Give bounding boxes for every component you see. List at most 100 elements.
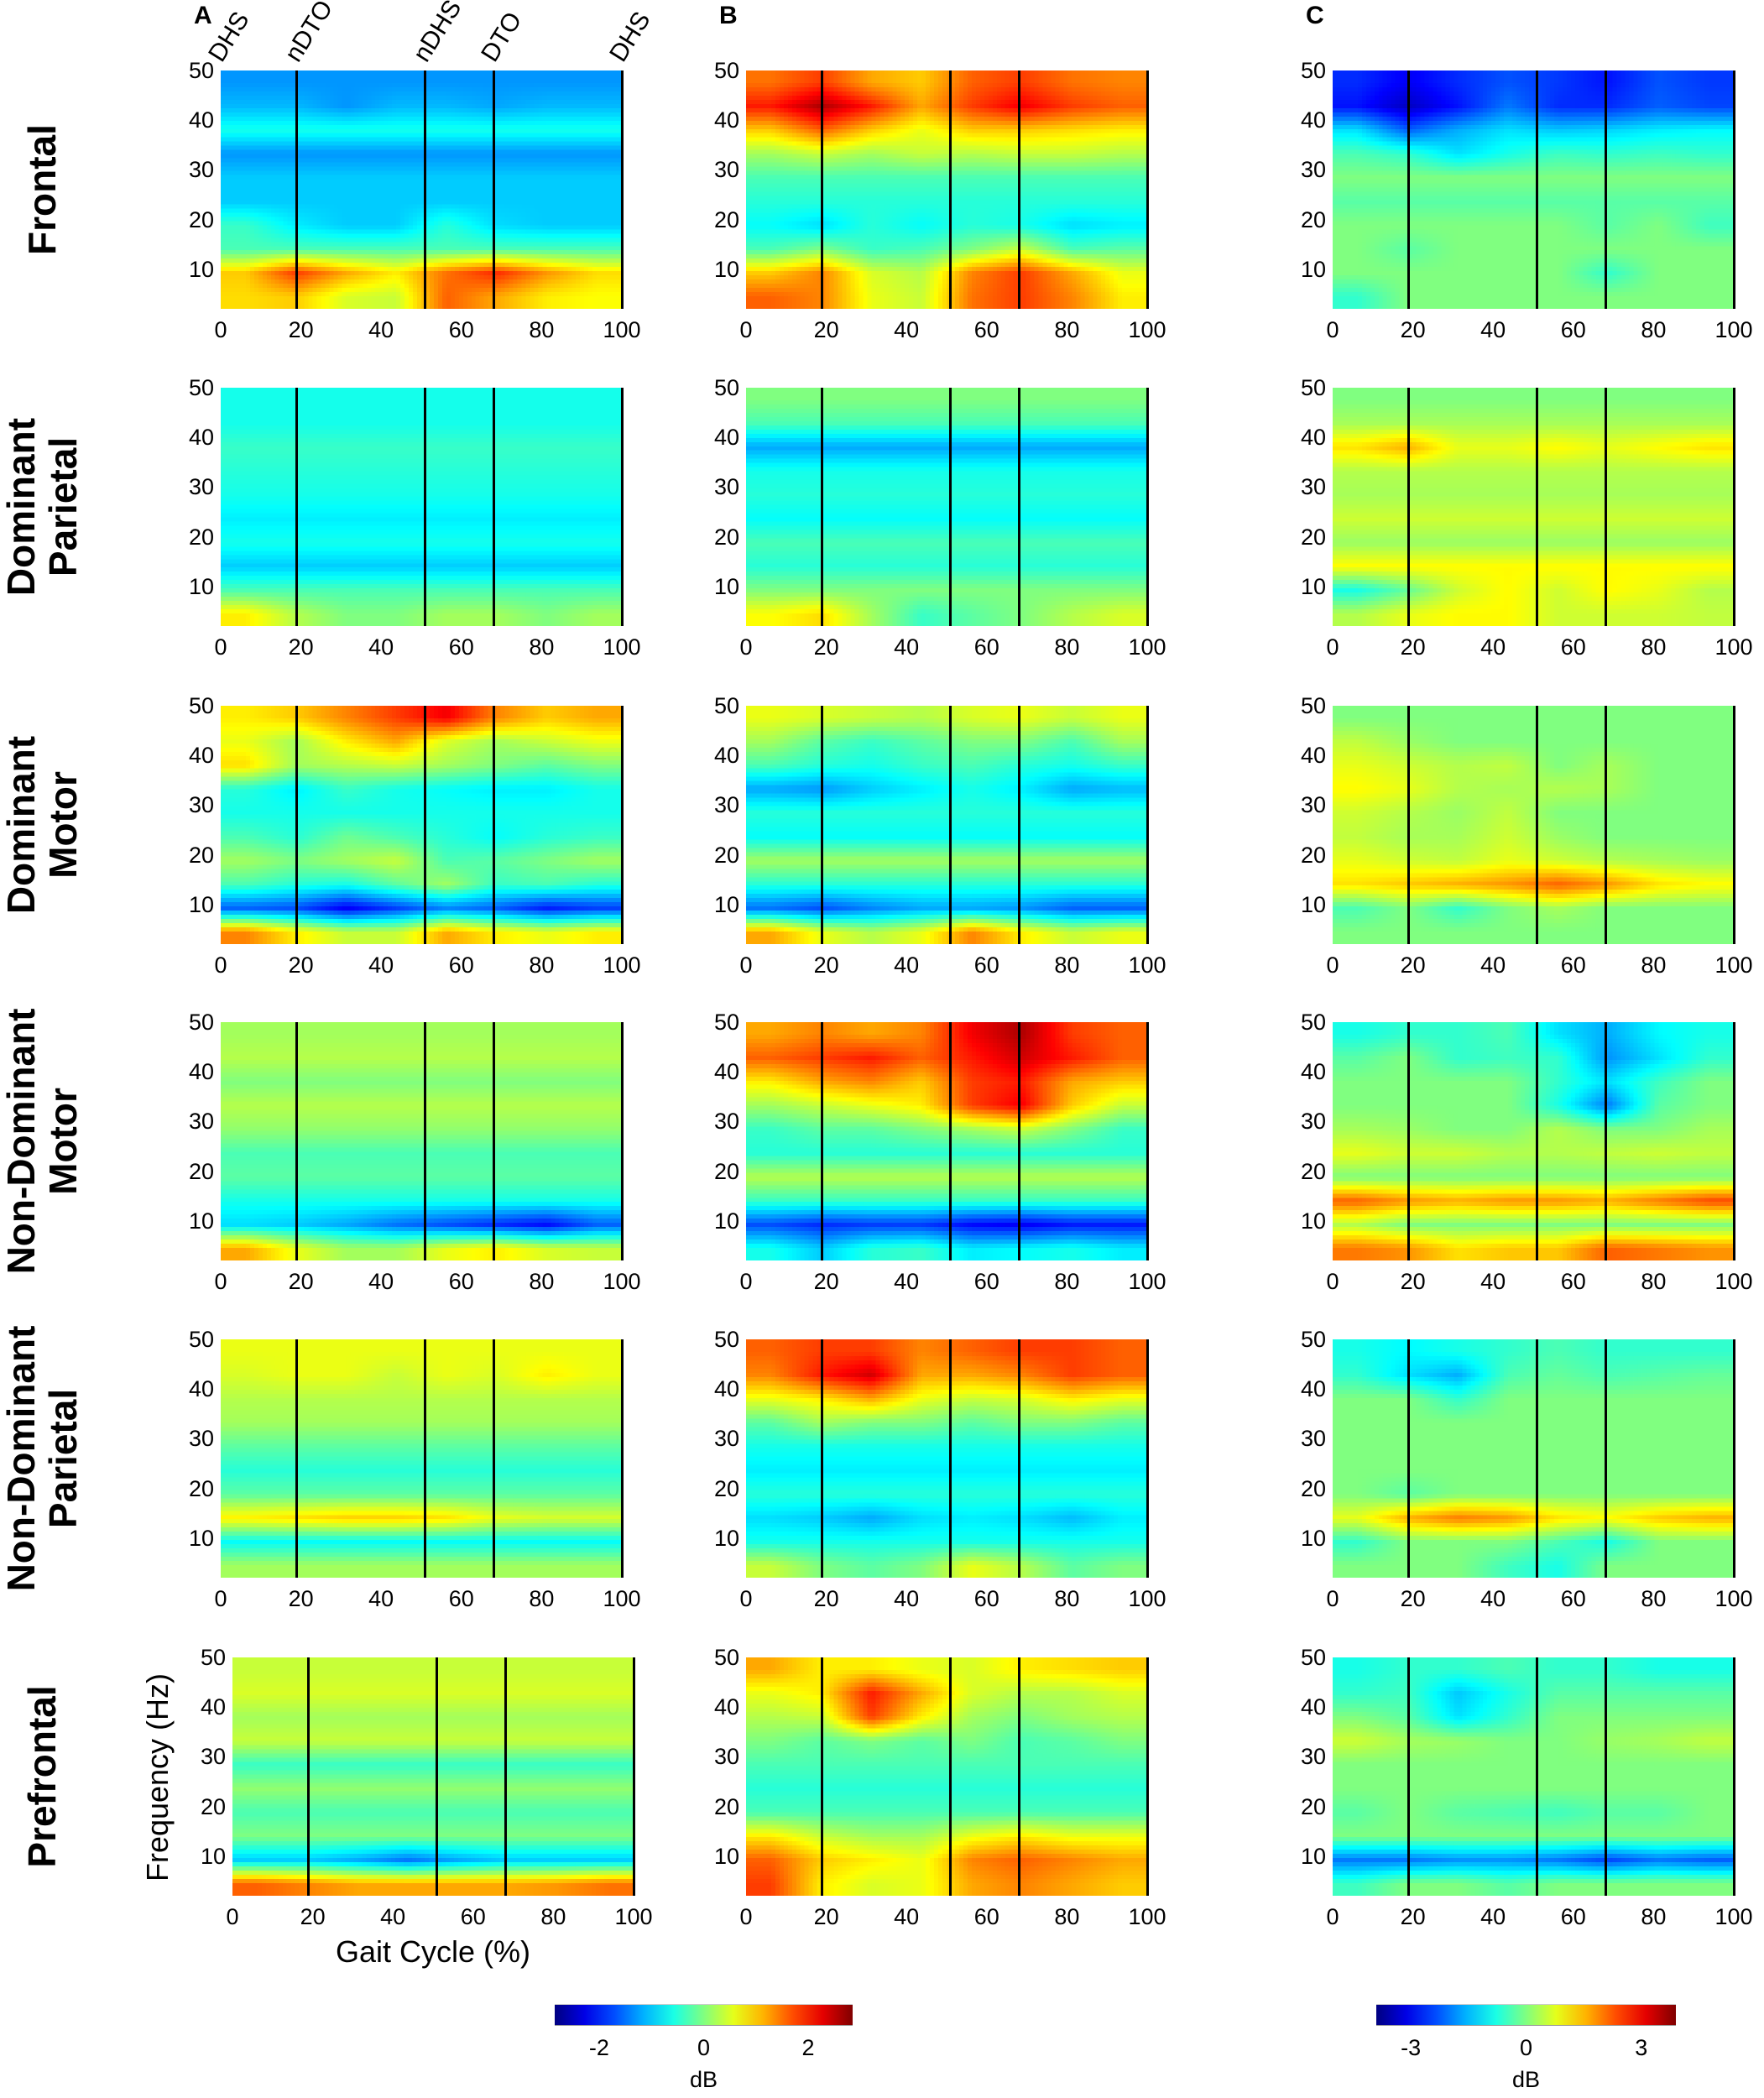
y-tick-label: 30 [713,157,739,183]
x-tick-label: 100 [1714,317,1753,342]
y-tick-label: 30 [713,792,739,818]
event-line [620,388,624,626]
x-tick-label: 100 [614,1904,653,1929]
x-tick-label: 20 [813,1904,839,1929]
x-tick-label: 20 [1400,1586,1426,1611]
y-tick-label: 30 [200,1744,226,1770]
row-label: Prefrontal [20,1600,64,1953]
y-tick-label: 50 [713,693,739,718]
event-label: DHS [604,7,656,67]
x-tick-label: 0 [214,952,227,978]
x-tick-label: 60 [973,317,999,342]
x-tick-label: 0 [1326,1904,1339,1929]
x-tick-label: 20 [288,317,314,342]
y-tick-label: 30 [188,792,214,818]
spectrogram-b-2 [746,388,1147,626]
x-tick-label: 40 [1480,634,1506,660]
x-tick-label: 20 [288,1586,314,1611]
y-tick-label: 10 [188,573,214,599]
x-tick-label: 20 [813,317,839,342]
event-line [1017,70,1020,309]
y-tick-label: 20 [713,206,739,232]
y-tick-label: 10 [1300,891,1326,917]
y-tick-label: 20 [1300,206,1326,232]
y-tick-label: 10 [713,1525,739,1551]
event-line [821,706,824,944]
y-tick-label: 10 [188,1525,214,1551]
event-line [821,1022,824,1260]
event-line [949,1339,952,1578]
x-tick-label: 80 [529,952,555,978]
x-tick-label: 80 [1054,634,1080,660]
x-tick-label: 80 [1641,1904,1667,1929]
x-tick-label: 80 [1054,1586,1080,1611]
row-label-line: Non-Dominant [0,1008,43,1275]
x-tick-label: 40 [894,1904,920,1929]
y-tick-label: 40 [713,1694,739,1720]
x-tick-label: 20 [1400,952,1426,978]
y-tick-label: 50 [200,1645,226,1670]
event-line [424,1022,427,1260]
y-tick-label: 30 [1300,792,1326,818]
x-tick-label: 40 [1480,1269,1506,1294]
spectrogram-b-5 [746,1339,1147,1578]
event-line [295,388,299,626]
x-tick-label: 60 [973,1586,999,1611]
y-tick-label: 50 [713,375,739,400]
colorbar-tick-label: 3 [1635,2035,1648,2060]
x-tick-label: 20 [1400,317,1426,342]
event-line [1604,70,1607,309]
y-tick-label: 10 [1300,1525,1326,1551]
x-tick-label: 40 [894,634,920,660]
y-tick-label: 20 [713,842,739,868]
event-line [424,70,427,309]
event-line [1604,1339,1607,1578]
x-tick-label: 40 [1480,1586,1506,1611]
event-line [949,1022,952,1260]
x-tick-label: 0 [739,1586,753,1611]
event-label: DTO [476,7,528,67]
event-line [1146,70,1149,309]
y-tick-label: 10 [200,1843,226,1869]
row-label-line: Dominant [0,735,43,915]
y-tick-label: 30 [713,1109,739,1135]
y-tick-label: 10 [1300,573,1326,599]
colorbar-tick-label: 2 [801,2035,815,2060]
y-tick-label: 20 [188,524,214,550]
x-tick-label: 40 [894,1586,920,1611]
y-tick-label: 10 [1300,1843,1326,1869]
row-label-line: Motor [41,1088,85,1195]
y-tick-label: 50 [1300,693,1326,718]
x-tick-label: 40 [894,1269,920,1294]
x-tick-label: 60 [448,1269,474,1294]
event-line [1017,1339,1020,1578]
x-tick-label: 40 [1480,1904,1506,1929]
x-tick-label: 100 [1128,1904,1166,1929]
y-tick-label: 10 [1300,1208,1326,1234]
panel-letter-c: C [1306,2,1324,29]
event-line [436,1657,439,1896]
event-line [295,70,299,309]
x-tick-label: 20 [288,952,314,978]
y-tick-label: 20 [713,1793,739,1819]
x-tick-label: 0 [739,634,753,660]
y-tick-label: 50 [188,58,214,83]
row-label-line: Non-Dominant [0,1325,43,1592]
event-line [821,1657,824,1896]
spectrogram-b-4 [746,1022,1147,1260]
event-label: nDTO [279,0,339,67]
spectrogram-a-5 [221,1339,622,1578]
y-tick-label: 50 [188,693,214,718]
x-tick-label: 40 [368,634,394,660]
spectrogram-a-3 [221,706,622,944]
event-line [1146,1657,1149,1896]
y-tick-label: 20 [200,1793,226,1819]
y-tick-label: 10 [188,1208,214,1234]
x-tick-label: 80 [1054,952,1080,978]
colorbar-label: dB [689,2067,718,2092]
colorbar-ab [555,2004,853,2026]
y-tick-label: 50 [1300,1327,1326,1352]
y-tick-label: 10 [713,573,739,599]
y-tick-label: 10 [188,256,214,282]
y-tick-label: 10 [713,1208,739,1234]
